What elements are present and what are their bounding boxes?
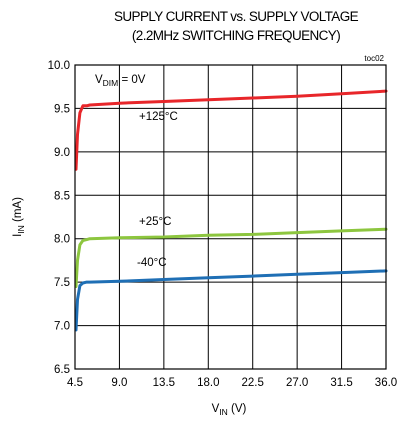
condition-main: V — [95, 74, 103, 86]
x-tick-labels: 4.5 9.0 13.5 18.0 22.5 27.0 31.5 36.0 — [67, 377, 397, 389]
condition-rest: = 0V — [118, 74, 146, 86]
chart-title-line-1: SUPPLY CURRENT vs. SUPPLY VOLTAGE — [114, 9, 359, 24]
series-line — [74, 269, 388, 332]
x-tick-label: 22.5 — [242, 377, 264, 389]
y-tick-label: 6.5 — [54, 364, 70, 376]
x-tick-label: 36.0 — [375, 377, 397, 389]
series-label: +125°C — [139, 111, 178, 123]
y-tick-label: 10.0 — [48, 60, 70, 72]
condition-annotation: VDIM = 0V — [95, 74, 146, 88]
y-tick-label: 7.0 — [54, 321, 70, 333]
series-line — [74, 227, 388, 288]
y-axis-title-main: I — [12, 234, 24, 237]
y-tick-label: 8.0 — [54, 234, 70, 246]
chart-id-label: toc02 — [364, 54, 384, 63]
x-tick-label: 27.0 — [286, 377, 308, 389]
series-labels: +125°C +25°C -40°C — [137, 111, 178, 269]
grid — [74, 64, 387, 370]
series-label: +25°C — [139, 216, 171, 228]
x-axis-title-main: V — [212, 403, 220, 415]
x-axis-title: VIN (V) — [212, 403, 247, 417]
y-axis-title-unit: (mA) — [12, 197, 24, 225]
x-tick-label: 18.0 — [197, 377, 219, 389]
chart-title-line-2: (2.2MHz SWITCHING FREQUENCY) — [132, 28, 340, 43]
plot-frame — [74, 64, 387, 370]
y-tick-label: 7.5 — [54, 277, 70, 289]
y-tick-label: 9.0 — [54, 147, 70, 159]
series-layer — [74, 89, 388, 332]
series-label: -40°C — [137, 257, 167, 269]
x-axis-title-unit: (V) — [228, 403, 247, 415]
x-tick-label: 4.5 — [67, 377, 83, 389]
condition-sub: DIM — [103, 78, 119, 88]
y-axis-title-sub: IN — [16, 225, 26, 234]
x-tick-label: 13.5 — [153, 377, 175, 389]
x-tick-label: 9.0 — [111, 377, 127, 389]
y-tick-label: 8.5 — [54, 190, 70, 202]
y-tick-labels: 6.5 7.0 7.5 8.0 8.5 9.0 9.5 10.0 — [48, 60, 70, 376]
series-line — [74, 89, 388, 171]
x-axis-title-sub: IN — [219, 407, 228, 417]
x-tick-label: 31.5 — [330, 377, 352, 389]
y-axis-title: IIN (mA) — [12, 197, 26, 237]
y-tick-label: 9.5 — [54, 103, 70, 115]
